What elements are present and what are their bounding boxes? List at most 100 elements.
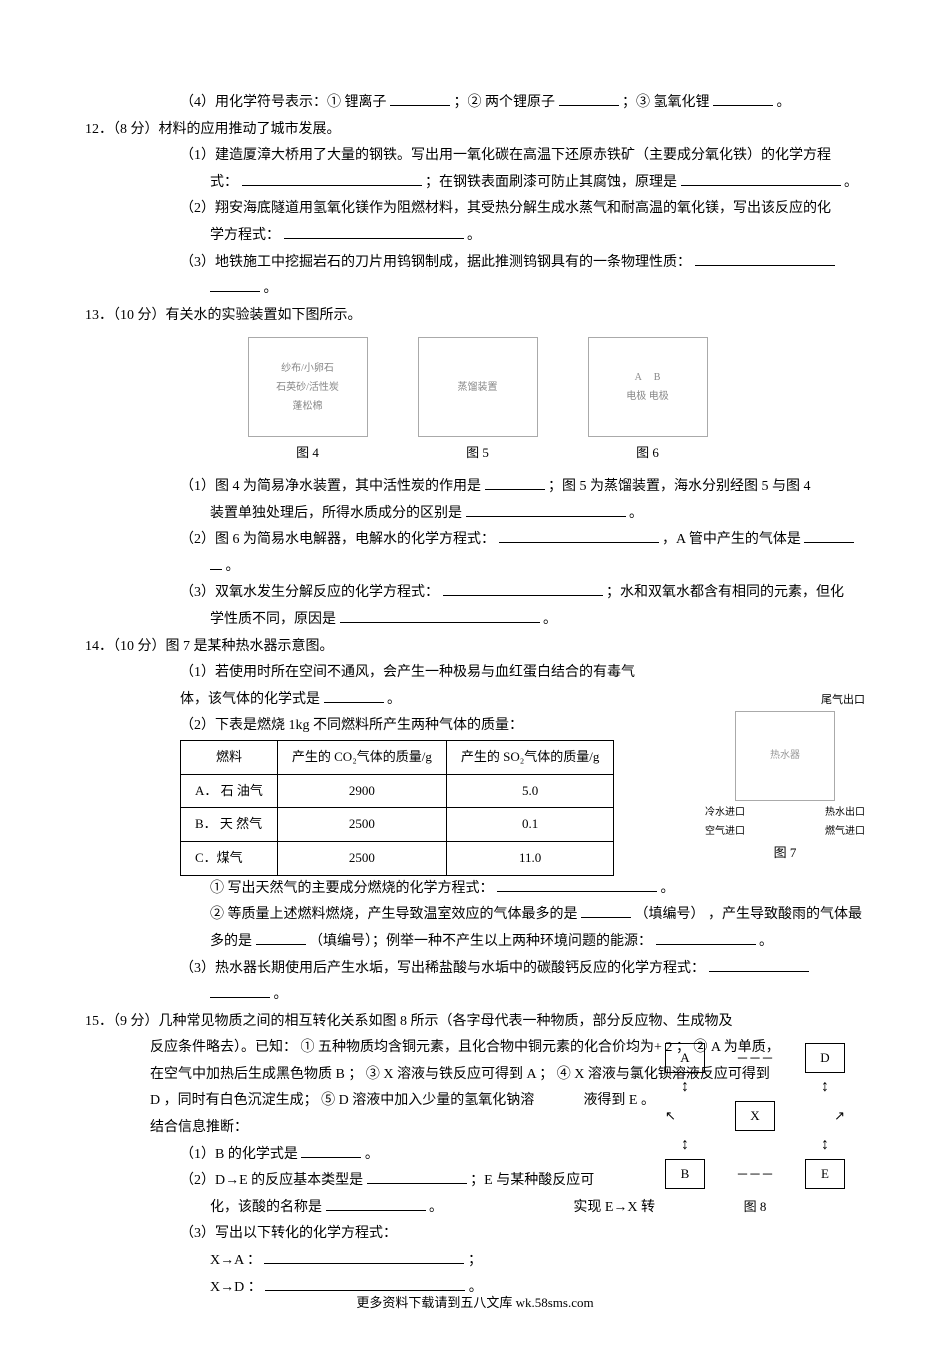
arrow-down-icon-2: ↕ [805,1079,845,1095]
blank-h2o2-eq[interactable] [443,595,603,596]
q13-3a: （3）双氧水发生分解反应的化学方程式： ；水和双氧水都含有相同的元素，但化 [90,580,865,607]
q12-3b: 。 [90,276,865,303]
q14-s1-end: 。 [661,881,675,896]
q14-s1: ① 写出天然气的主要成分燃烧的化学方程式： 。 [90,876,865,903]
cell-b2: 0.1 [446,808,614,842]
blank-lioh[interactable] [713,105,773,106]
cell-c1: 2500 [277,842,446,876]
fuel-table: 燃料 产生的 CO₂气体的质量/g 产生的 SO₂气体的质量/g A． 石 油气… [180,740,614,876]
q13-1b-end: 。 [629,506,643,521]
q13-header-text: 13．（10 分）有关水的实验装置如下图所示。 [85,303,362,330]
q14-s2-mid1: （填编号） ，产生导致酸雨的气体最 [635,907,863,922]
q12-2b-end: 。 [467,228,481,243]
q13-2a: （2）图 6 为简易水电解器，电解水的化学方程式： ，A 管中产生的气体是 [90,527,865,554]
cell-c2: 11.0 [446,842,614,876]
fig7-hot: 热水出口 [825,803,865,822]
blank-charcoal[interactable] [485,489,545,490]
cell-c0: C．煤气 [181,842,278,876]
fig8-arrows1: ↕ ↕ [665,1079,845,1095]
dash-icon-1: ─ ─ ─ [738,1046,772,1071]
blank-elec-eq[interactable] [499,542,659,543]
fig8-row2: B ─ ─ ─ E [665,1159,845,1189]
fig8-arrows2: ↕ ↕ [665,1137,845,1153]
q13-2b-end: 。 [226,559,240,574]
arrow-down-icon-4: ↕ [805,1137,845,1153]
blank-b-formula[interactable] [301,1157,361,1158]
q12-1b-pre: 式： [210,175,238,190]
fig6-img: A B电极 电极 [588,337,708,437]
q14-s2b-mid: （填编号）；例举一种不产生以上两种环境问题的能源： [309,934,652,949]
dash-icon-2: ─ ─ ─ [738,1162,772,1187]
blank-tungsten-cont[interactable] [210,291,260,292]
blank-caco3-cont[interactable] [210,997,270,998]
arrow-down-icon-1: ↕ [665,1079,705,1095]
fig7-tail: 尾气出口 [705,690,865,711]
blank-de-type[interactable] [367,1183,467,1184]
q15-2b-pre: 化，该酸的名称是 [210,1200,322,1215]
blank-acid-rain[interactable] [256,944,306,945]
blank-two-li[interactable] [559,105,619,106]
cell-a2: 5.0 [446,774,614,808]
q14-s2b-pre: 多的是 [210,934,252,949]
q14-header: 14．（10 分）图 7 是某种热水器示意图。 [90,634,865,661]
q15-3: （3）写出以下转化的化学方程式： [90,1221,865,1248]
blank-li-ion[interactable] [390,105,450,106]
node-a: A [665,1043,705,1073]
blank-gas-a[interactable] [804,542,854,543]
q15-1-pre: （1）B 的化学式是 [180,1147,298,1162]
th-so2: 产生的 SO₂气体的质量/g [446,740,614,774]
q15-l4b: 液得到 E 。 [583,1088,655,1115]
q15-xa-pre: X→A ： [210,1253,261,1268]
q12-1b-mid: ；在钢铁表面刷漆可防止其腐蚀，原理是 [425,175,677,190]
q13-1a-pre: （1）图 4 为简易净水装置，其中活性炭的作用是 [180,479,481,494]
q12-2b-pre: 学方程式： [210,228,280,243]
blank-paint-reason[interactable] [681,185,841,186]
q11-4-end: 。 [777,95,791,110]
blank-caco3-eq[interactable] [709,971,809,972]
q12-1b: 式： ；在钢铁表面刷漆可防止其腐蚀，原理是 。 [90,170,865,197]
q15-l4a: D ，同时有白色沉淀生成； ⑤ D 溶液中加入少量的氢氧化钠溶 [150,1093,534,1108]
q15-header-text: 15．（9 分）几种常见物质之间的相互转化关系如图 8 所示（各字母代表一种物质… [85,1009,733,1036]
blank-co-gas[interactable] [324,702,384,703]
q13-2b: 。 [90,554,865,581]
fig4-img: 纱布/小卵石石英砂/活性炭蓬松棉 [248,337,368,437]
q12-2b: 学方程式： 。 [90,223,865,250]
q15-1-end: 。 [365,1147,379,1162]
cell-a0: A． 石 油气 [181,774,278,808]
fig7-box: 尾气出口 热水器 冷水进口 热水出口 空气进口 燃气进口 图 7 [705,690,865,866]
blank-xa-eq[interactable] [264,1263,464,1264]
fig6-label: 图 6 [588,441,708,466]
q13-1b: 装置单独处理后，所得水质成分的区别是 。 [90,501,865,528]
q11-4-line: （4）用化学符号表示：① 锂离子 ；② 两个锂原子 ；③ 氢氧化锂 。 [90,90,865,117]
blank-water-diff[interactable] [466,516,626,517]
cell-b1: 2500 [277,808,446,842]
blank-ch4-eq[interactable] [497,891,657,892]
blank-mgoh-eq[interactable] [284,238,464,239]
table-row: B． 天 然气 2500 0.1 [181,808,614,842]
q13-2a-pre: （2）图 6 为简易水电解器，电解水的化学方程式： [180,532,495,547]
fig7-air: 空气进口 [705,822,745,841]
q14-header-text: 14．（10 分）图 7 是某种热水器示意图。 [85,634,334,661]
blank-reason[interactable] [340,622,540,623]
q12-1a: （1）建造厦漳大桥用了大量的钢铁。写出用一氧化碳在高温下还原赤铁矿（主要成分氧化… [90,143,865,170]
q12-header-text: 12．（8 分）材料的应用推动了城市发展。 [85,117,341,144]
q13-3b: 学性质不同，原因是 。 [90,607,865,634]
table-row: A． 石 油气 2900 5.0 [181,774,614,808]
table-row: C．煤气 2500 11.0 [181,842,614,876]
q13-3b-end: 。 [543,612,557,627]
q14-3-pre: （3）热水器长期使用后产生水垢，写出稀盐酸与水垢中的碳酸钙反应的化学方程式： [180,961,705,976]
blank-gas-a-cont[interactable] [210,569,222,570]
blank-tungsten[interactable] [695,265,835,266]
blank-clean-energy[interactable] [656,944,756,945]
blank-greenhouse[interactable] [581,917,631,918]
node-d: D [805,1043,845,1073]
blank-acid-name[interactable] [326,1210,426,1211]
q15-xa: X→A ： ； [90,1248,865,1275]
q15-2-mid: ；E 与某种酸反应可 [470,1173,594,1188]
blank-co-eq[interactable] [242,185,422,186]
q14-1-end: 。 [387,692,401,707]
q14-3a: （3）热水器长期使用后产生水垢，写出稀盐酸与水垢中的碳酸钙反应的化学方程式： [90,956,865,983]
q14-s2a: ② 等质量上述燃料燃烧，产生导致温室效应的气体最多的是 （填编号） ，产生导致酸… [90,902,865,929]
q12-3a: （3）地铁施工中挖掘岩石的刀片用钨钢制成，据此推测钨钢具有的一条物理性质： [90,250,865,277]
q12-2a: （2）翔安海底隧道用氢氧化镁作为阻燃材料，其受热分解生成水蒸气和耐高温的氧化镁，… [90,196,865,223]
